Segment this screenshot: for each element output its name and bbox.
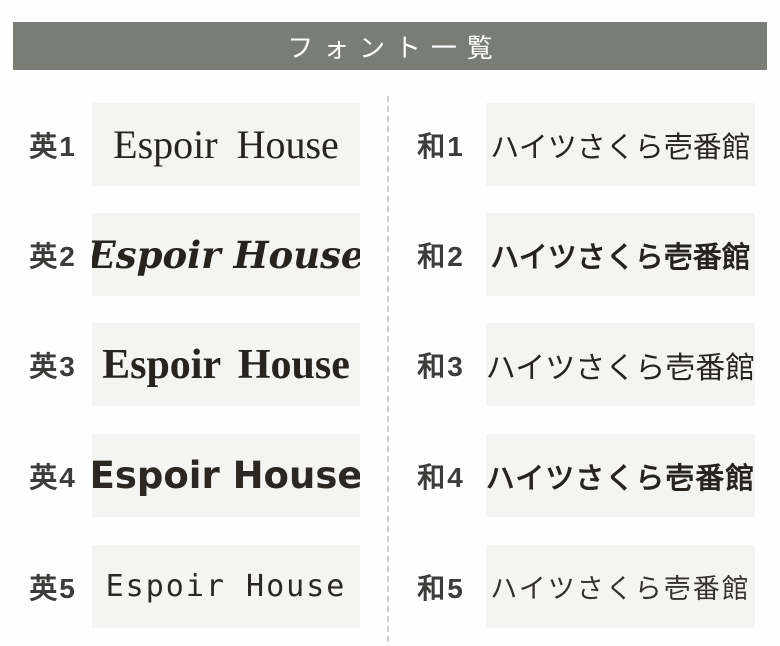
font-sample-text: ハイツさくら壱番館 [490,131,751,164]
font-sample-text: Espoir House [113,122,339,167]
font-label-en-5: 英5 [29,572,77,604]
font-sample-text: ハイツさくら壱番館 [486,351,755,385]
column-divider-dashed-line [387,96,389,642]
font-sample-en-2: Espoir House [92,213,360,296]
font-label-ja-5: 和5 [417,572,465,604]
font-label-ja-2: 和2 [417,240,465,272]
font-sample-text: Espoir House [92,454,360,497]
font-sample-en-3: Espoir House [92,323,360,406]
font-sample-text: Espoir House [92,232,360,277]
page-header: フォント一覧 [13,22,767,70]
font-sample-text: ハイツさくら壱番館 [486,462,755,495]
font-sample-en-5: Espoir House [92,545,360,628]
font-label-ja-4: 和4 [417,461,465,493]
font-sample-ja-5: ハイツさくら壱番館 [486,545,755,628]
font-sample-text: ハイツさくら壱番館 [490,239,751,274]
font-sample-ja-3: ハイツさくら壱番館 [486,323,755,406]
font-label-ja-3: 和3 [417,350,465,382]
font-label-en-4: 英4 [29,461,77,493]
font-sample-en-1: Espoir House [92,103,360,186]
font-sample-en-4: Espoir House [92,434,360,517]
font-label-en-1: 英1 [29,130,77,162]
font-sample-ja-4: ハイツさくら壱番館 [486,434,755,517]
font-sample-text: Espoir House [105,569,347,604]
font-label-en-3: 英3 [29,350,77,382]
font-sample-text: ハイツさくら壱番館 [490,574,751,604]
font-label-en-2: 英2 [29,240,77,272]
font-sample-ja-1: ハイツさくら壱番館 [486,103,755,186]
font-sample-ja-2: ハイツさくら壱番館 [486,213,755,296]
page-title: フォント一覧 [287,32,503,63]
font-label-ja-1: 和1 [417,130,465,162]
font-sample-text: Espoir House [102,341,350,388]
